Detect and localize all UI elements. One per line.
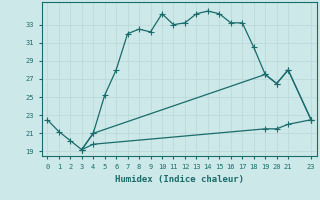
X-axis label: Humidex (Indice chaleur): Humidex (Indice chaleur) [115,175,244,184]
